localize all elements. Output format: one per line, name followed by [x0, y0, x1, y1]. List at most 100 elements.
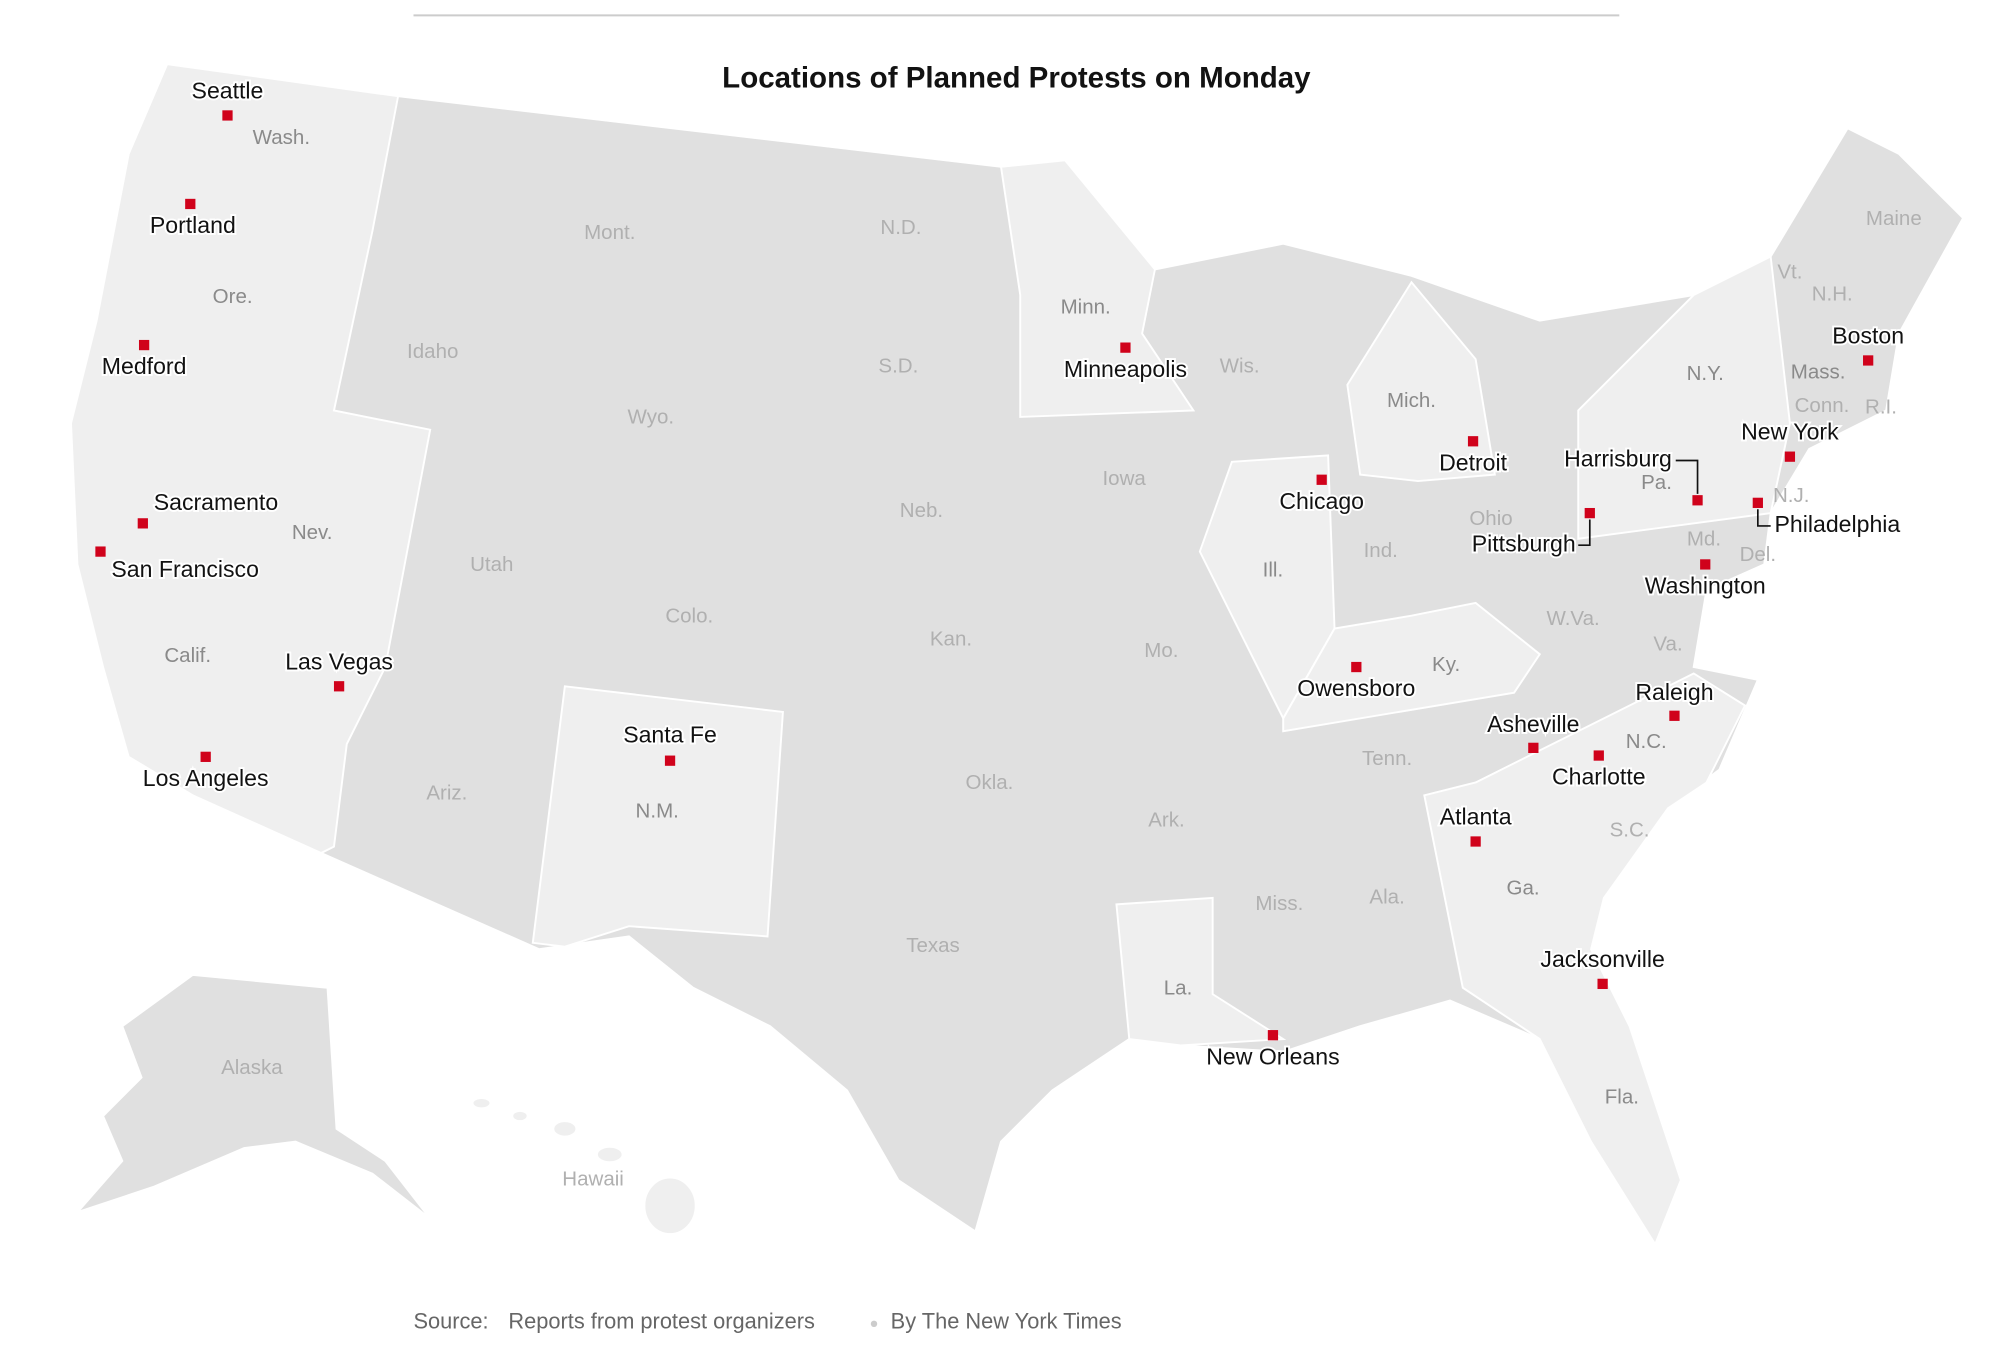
- city-marker: [1863, 355, 1874, 366]
- state-label: N.Y.: [1687, 362, 1724, 385]
- new-york-pennsylvania: [1577, 255, 1791, 540]
- city-marker: [1752, 497, 1763, 508]
- source: Reports from protest organizers: [508, 1308, 815, 1333]
- state-label: Maine: [1866, 207, 1922, 230]
- city-marker: [664, 755, 676, 766]
- city-marker: [95, 546, 106, 557]
- state-label: Idaho: [407, 340, 458, 363]
- minnesota: [999, 159, 1196, 418]
- state-label: Wash.: [253, 126, 310, 149]
- west-coast-states: [70, 63, 432, 855]
- city-marker: [1467, 436, 1479, 447]
- city-label: Seattle: [192, 77, 264, 103]
- city-label: Medford: [102, 353, 187, 379]
- city-marker: [1597, 978, 1608, 990]
- city-label: Las Vegas: [285, 648, 393, 674]
- city-label: New Orleans: [1206, 1043, 1339, 1069]
- state-label: Nev.: [292, 521, 333, 544]
- state-label: Ala.: [1369, 885, 1404, 908]
- city-label: Washington: [1645, 573, 1766, 599]
- state-label: Calif.: [164, 644, 211, 667]
- city-marker: [222, 110, 233, 121]
- city-label: Los Angeles: [143, 765, 269, 791]
- louisiana: [1115, 896, 1287, 1047]
- state-label: Wis.: [1220, 354, 1260, 377]
- state-label: Mo.: [1144, 639, 1178, 662]
- city-label: Santa Fe: [623, 721, 717, 747]
- state-label: Alaska: [221, 1056, 283, 1079]
- michigan: [1346, 280, 1496, 483]
- state-label: Mich.: [1387, 389, 1436, 412]
- state-label: R.I.: [1865, 395, 1897, 418]
- cities: Seattle Portland Medford Sacramento San Fran…: [95, 76, 1906, 1071]
- state-label: Ill.: [1263, 558, 1284, 581]
- state-label: N.C.: [1626, 730, 1667, 753]
- city-label: Minneapolis: [1064, 356, 1187, 382]
- city-marker: [1669, 710, 1680, 721]
- city-marker: [1584, 507, 1595, 519]
- state-label: Ark.: [1148, 808, 1184, 831]
- alaska: [74, 973, 431, 1220]
- city-label: Sacramento: [154, 489, 278, 515]
- city-marker: [137, 518, 148, 529]
- hawaii: [471, 1097, 697, 1235]
- state-label: W.Va.: [1547, 607, 1600, 630]
- state-label: Del.: [1740, 543, 1776, 566]
- city-label: San Francisco: [111, 556, 259, 582]
- city-label: Asheville: [1487, 711, 1579, 737]
- kentucky: [1282, 601, 1542, 733]
- state-label: Utah: [470, 553, 513, 576]
- southeast-states: [1423, 672, 1747, 1247]
- city-label: Harrisburg: [1564, 446, 1672, 472]
- city-label: Boston: [1832, 322, 1904, 348]
- city-label: Philadelphia: [1775, 511, 1901, 537]
- state-label: Fla.: [1605, 1085, 1639, 1108]
- city-marker: [1316, 474, 1327, 485]
- state-label: Ariz.: [426, 781, 467, 804]
- state-label: N.J.: [1773, 484, 1809, 507]
- city-marker: [138, 339, 150, 351]
- state-label: N.M.: [636, 799, 679, 822]
- city-label: Chicago: [1279, 488, 1364, 514]
- state-label: S.D.: [878, 354, 918, 377]
- state-label: Minn.: [1061, 295, 1111, 318]
- source-label: Source:: [413, 1308, 488, 1333]
- city-label: Pittsburgh: [1472, 530, 1576, 556]
- state-label: Wyo.: [628, 406, 675, 429]
- state-label: Md.: [1687, 527, 1721, 550]
- city-marker: [1528, 742, 1539, 753]
- state-label: N.H.: [1812, 282, 1853, 305]
- city-marker: [1120, 342, 1131, 353]
- state-label: Ore.: [213, 285, 253, 308]
- state-labels: Wash. Ore. Calif. Nev. Idaho Mont. Wyo. Utah Ari…: [164, 126, 1921, 1191]
- state-label: Pa.: [1641, 471, 1672, 494]
- separator-dot: [870, 1320, 878, 1328]
- state-label: Conn.: [1795, 394, 1850, 417]
- city-label: Atlanta: [1440, 804, 1512, 830]
- city-label: Raleigh: [1635, 679, 1713, 705]
- leader-line: [1578, 519, 1591, 547]
- state-label: Neb.: [900, 499, 943, 522]
- chart-title: Locations of Planned Protests on Monday: [722, 61, 1311, 94]
- state-label: Mont.: [584, 221, 635, 244]
- state-label: S.C.: [1610, 819, 1650, 842]
- state-label: Texas: [906, 934, 960, 957]
- state-label: N.D.: [880, 216, 921, 239]
- state-label: Vt.: [1777, 261, 1802, 284]
- state-label: La.: [1164, 976, 1193, 999]
- state-label: Mass.: [1791, 361, 1846, 384]
- city-marker: [333, 681, 345, 692]
- city-label: Jacksonville: [1540, 946, 1664, 972]
- state-label: Miss.: [1255, 892, 1303, 915]
- leader-line: [1675, 459, 1699, 494]
- state-label: Ky.: [1432, 653, 1460, 676]
- city-marker: [200, 751, 211, 762]
- city-marker: [185, 198, 196, 210]
- state-label: Ohio: [1469, 507, 1512, 530]
- city-label: Detroit: [1439, 449, 1508, 475]
- state-label: Va.: [1653, 633, 1682, 656]
- state-label: Tenn.: [1362, 747, 1412, 770]
- city-marker: [1351, 661, 1362, 673]
- city-label: Charlotte: [1552, 764, 1646, 790]
